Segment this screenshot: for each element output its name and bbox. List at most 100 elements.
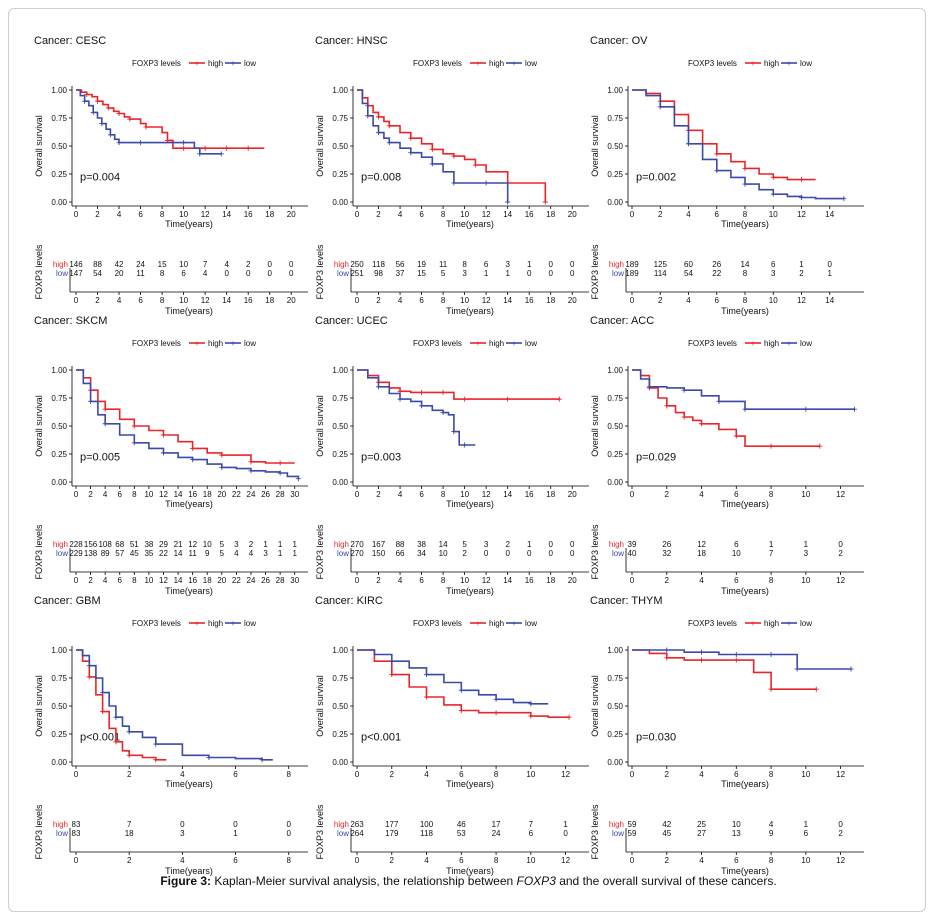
censor-mark-high [768,686,774,692]
censor-mark-high [472,162,478,168]
risk-count-high: 21 [174,540,183,549]
risk-count-low: 0 [563,829,568,838]
risk-x-tick-label: 22 [232,576,241,585]
risk-count-low: 4 [249,549,254,558]
censor-mark-high [566,714,572,720]
chart-title: Cancer: KIRC [315,595,383,607]
x-tick-label: 10 [460,490,469,499]
legend-marker-high: + [751,619,756,628]
risk-x-tick-label: 4 [103,576,108,585]
risk-x-tick-label: 2 [376,296,381,305]
x-tick-label: 8 [441,210,446,219]
survival-curve-high [632,369,820,447]
x-tick-label: 6 [734,490,739,499]
legend-label-low: low [244,59,256,68]
risk-x-tick-label: 10 [769,296,778,305]
y-axis-label: Overall survival [34,115,44,177]
censor-mark-low [206,755,212,761]
legend-label-high: high [764,619,779,628]
legend-label-low: low [244,619,256,628]
censor-mark-high [462,396,468,402]
risk-count-high: 7 [529,820,534,829]
y-tick-label: 0.00 [332,198,348,207]
chart-legend: FOXP3 levels + high + low [688,59,812,68]
censor-mark-high [424,694,430,700]
km-chart-svg: Cancer: SKCM FOXP3 levels + high + low 0.00 0.2… [34,315,308,596]
legend-marker-low: + [231,59,236,68]
risk-count-high: 2 [505,540,510,549]
risk-count-high: 5 [220,540,225,549]
x-axis-label: Time(years) [446,779,494,789]
legend-marker-high: + [751,59,756,68]
risk-x-axis-label: Time(years) [446,586,494,596]
risk-count-high: 39 [628,540,637,549]
km-panel-ov: Cancer: OV FOXP3 levels + high + low 0.00 0.25 0… [588,30,878,320]
risk-count-low: 14 [174,549,183,558]
risk-x-tick-label: 14 [174,576,183,585]
risk-count-high: 7 [203,260,208,269]
risk-x-tick-label: 24 [247,576,256,585]
risk-x-tick-label: 16 [244,296,253,305]
km-panel-kirc: Cancer: KIRC FOXP3 levels + high + low 0.00 0.2… [313,590,603,880]
risk-count-low: 264 [350,829,364,838]
survival-curve-low [632,369,855,410]
y-tick-label: 0.25 [607,170,623,179]
censor-mark-low [699,649,705,655]
y-tick-label: 0.50 [607,142,623,151]
y-axis-label: Overall survival [315,675,325,737]
y-tick-label: 0.25 [332,730,348,739]
y-tick-label: 0.00 [607,478,623,487]
risk-x-tick-label: 6 [734,576,739,585]
legend-marker-low: + [231,619,236,628]
censor-mark-high [714,151,720,157]
x-tick-label: 8 [494,770,499,779]
censor-mark-low [190,457,196,463]
x-tick-label: 10 [460,210,469,219]
risk-count-low: 22 [712,269,721,278]
censor-mark-high [153,757,159,763]
risk-count-low: 6 [181,269,186,278]
survival-curve-low [357,649,549,705]
censor-mark-high [451,153,457,159]
risk-row-label-high: high [609,260,624,269]
y-axis-label: Overall survival [34,675,44,737]
risk-row-label-high: high [334,540,349,549]
censor-mark-high [160,432,166,438]
risk-y-axis-label: FOXP3 levels [590,244,600,300]
y-axis-label: Overall survival [34,395,44,457]
risk-count-low: 11 [136,269,145,278]
risk-row-label-low: low [56,549,68,558]
risk-count-low: 9 [769,829,774,838]
caption-gene: FOXP3 [516,874,556,888]
risk-row-label-high: high [53,540,68,549]
x-tick-label: 4 [424,770,429,779]
x-tick-label: 2 [376,210,381,219]
x-tick-label: 0 [355,770,360,779]
legend-label-high: high [489,59,504,68]
risk-count-low: 1 [292,549,297,558]
censor-mark-high [376,114,382,120]
chart-legend: FOXP3 levels + high + low [132,59,256,68]
censor-mark-high [116,111,122,117]
risk-x-tick-label: 12 [797,296,806,305]
risk-x-tick-label: 20 [568,296,577,305]
y-tick-label: 0.00 [332,478,348,487]
risk-y-axis-label: FOXP3 levels [315,524,325,580]
censor-mark-high [389,672,395,678]
risk-x-axis-label: Time(years) [721,306,769,316]
y-tick-label: 0.50 [51,142,67,151]
x-tick-label: 10 [179,210,188,219]
x-tick-label: 2 [127,770,132,779]
risk-x-tick-label: 16 [525,296,534,305]
x-tick-label: 18 [546,210,555,219]
y-axis-label: Overall survival [590,115,600,177]
risk-x-tick-label: 18 [203,576,212,585]
caption-text-after: and the overall survival of these cancer… [555,874,777,888]
x-tick-label: 0 [74,210,79,219]
risk-x-tick-label: 0 [630,856,635,865]
risk-x-tick-label: 0 [630,296,635,305]
risk-count-low: 4 [234,549,239,558]
risk-count-high: 6 [484,260,489,269]
risk-count-high: 189 [625,260,639,269]
survival-curve-high [76,649,167,761]
